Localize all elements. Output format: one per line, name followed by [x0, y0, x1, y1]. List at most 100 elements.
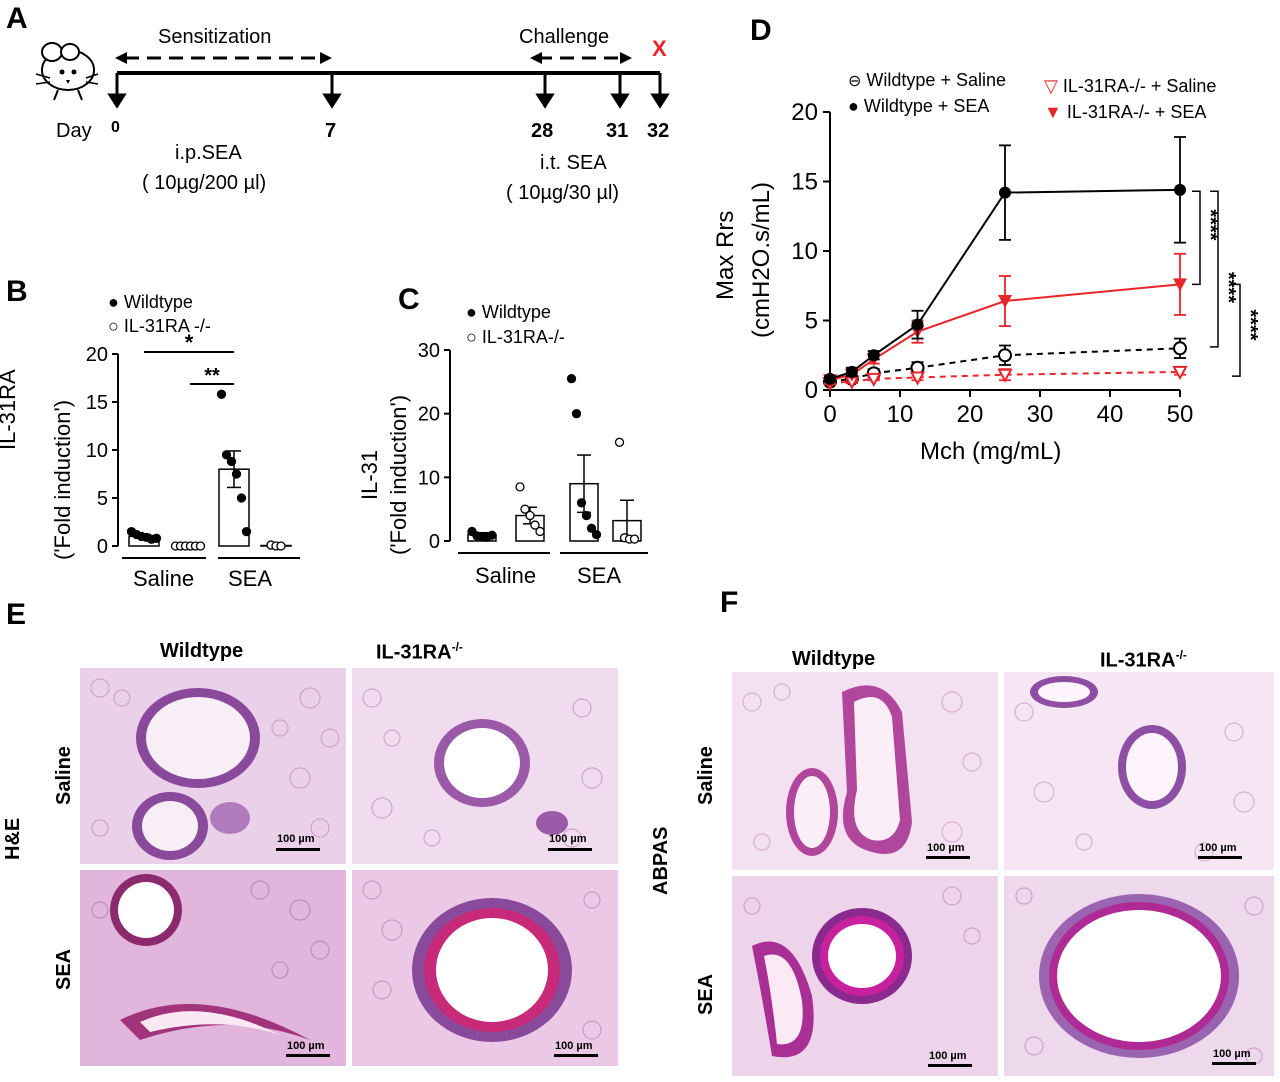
data-point	[216, 389, 227, 399]
legend-c-knockout-text: IL-31RA-/-	[481, 327, 565, 347]
y-tick-label: 5	[805, 308, 818, 335]
e-row-saline: Saline	[53, 746, 75, 805]
b-group-saline: Saline	[133, 566, 195, 591]
ip-route: i.p.SEA	[175, 142, 242, 164]
timeline	[107, 52, 670, 109]
legend-c-knockout: ○ IL-31RA-/-	[466, 327, 565, 347]
legend-b-knockout: ○ IL-31RA -/-	[108, 316, 211, 336]
e-col-knockout-text: IL-31RA	[376, 641, 452, 664]
abpas-knockout-sea-image: 100 µm	[1004, 876, 1274, 1076]
significance-label: ****	[1199, 209, 1221, 240]
abpas-wildtype-sea-image: 100 µm	[732, 876, 998, 1076]
y-tick-label: 20	[418, 404, 440, 426]
data-point	[845, 365, 858, 378]
scale-bar	[554, 1054, 598, 1057]
day-label: Day	[56, 120, 92, 142]
he-ko-saline-drawing	[352, 668, 618, 864]
legend-d-ko-saline-text: IL-31RA-/- + Saline	[1062, 76, 1217, 96]
data-point	[824, 372, 836, 385]
y-tick-label: 15	[791, 169, 818, 196]
y-tick-label: 0	[97, 536, 108, 558]
data-point	[241, 526, 252, 537]
b-ylabel-line1: IL-31RA	[0, 369, 20, 450]
y-tick-label: 30	[418, 340, 440, 362]
he-knockout-sea-image: 100 µm	[352, 870, 618, 1066]
f-col-knockout-sup: -/-	[1175, 648, 1187, 662]
significance-bracket	[1192, 190, 1201, 286]
significance-bracket	[1210, 190, 1219, 348]
day-7: 7	[325, 120, 337, 142]
f-row-saline: Saline	[695, 746, 717, 805]
e-row-sea: SEA	[53, 948, 75, 990]
y-tick-label: 0	[429, 531, 440, 553]
legend-c-wildtype: ● Wildtype	[466, 302, 551, 322]
c-group-saline: Saline	[475, 563, 537, 588]
data-point	[1173, 341, 1187, 356]
abpas-knockout-saline-image: 100 µm	[1004, 672, 1274, 870]
he-wildtype-saline-image: 100 µm	[80, 668, 346, 864]
legend-d-wt-sea: ● Wildtype + SEA	[848, 96, 990, 116]
scale-bar	[286, 1054, 330, 1057]
panel-label-f: F	[720, 586, 739, 619]
data-point	[1174, 183, 1186, 196]
series-line	[829, 347, 1181, 383]
significance-label: ****	[1217, 272, 1239, 303]
data-point	[525, 510, 535, 521]
abpas-wt-saline-drawing	[732, 672, 998, 870]
e-stain-label: H&E	[2, 817, 24, 860]
legend-d-wt-saline: ⊖ Wildtype + Saline	[848, 70, 1006, 90]
data-point	[586, 523, 597, 533]
mouse-icon	[35, 42, 99, 101]
data-point	[530, 520, 540, 530]
x-tick-label: 40	[1097, 401, 1124, 428]
y-tick-label: 10	[418, 467, 440, 489]
data-point	[866, 372, 882, 387]
day-0: 0	[111, 119, 120, 136]
f-col-knockout-text: IL-31RA	[1100, 649, 1176, 672]
data-point	[911, 318, 924, 331]
y-tick-label: 20	[791, 99, 818, 126]
he-knockout-saline-image: 100 µm	[352, 668, 618, 864]
scale-label: 100 µm	[929, 1050, 967, 1062]
data-point	[515, 482, 525, 492]
b-ylabel-line2: ('Fold induction')	[50, 399, 75, 560]
legend-d-wt-sea-text: Wildtype + SEA	[863, 96, 990, 116]
x-tick-label: 10	[887, 401, 914, 428]
e-col-knockout: IL-31RA-/-	[376, 640, 463, 665]
legend-b-wildtype-text: Wildtype	[123, 292, 193, 312]
scale-bar	[1198, 856, 1242, 859]
sensitization-label: Sensitization	[158, 26, 272, 48]
legend-d-ko-sea-text: IL-31RA-/- + SEA	[1066, 102, 1207, 122]
data-point	[867, 349, 880, 362]
scale-bar	[276, 848, 320, 851]
d-xlabel: Mch (mg/mL)	[920, 438, 1062, 465]
abpas-wildtype-saline-image: 100 µm	[732, 672, 998, 870]
scale-bar	[926, 856, 970, 859]
panel-label-a: A	[6, 2, 28, 35]
significance-label: **	[204, 365, 220, 387]
f-col-wildtype: Wildtype	[792, 648, 876, 670]
y-tick-label: 5	[97, 488, 108, 510]
it-dose: ( 10µg/30 µl)	[506, 182, 620, 204]
sacrifice-mark: X	[652, 36, 667, 61]
panel-label-d: D	[750, 14, 772, 47]
data-point	[998, 348, 1012, 363]
scale-bar	[1212, 1062, 1256, 1065]
data-point	[997, 368, 1013, 383]
he-ko-sea-drawing	[352, 870, 618, 1066]
data-point	[576, 498, 587, 508]
scale-bar	[928, 1064, 972, 1067]
data-point	[571, 409, 582, 419]
legend-b-knockout-text: IL-31RA -/-	[123, 316, 211, 336]
legend-d-ko-sea: ▼ IL-31RA-/- + SEA	[1044, 102, 1207, 122]
panel-label-e: E	[6, 598, 27, 631]
data-point	[614, 437, 625, 447]
e-col-wildtype: Wildtype	[160, 640, 244, 662]
data-point	[591, 529, 602, 540]
x-tick-label: 30	[1027, 401, 1054, 428]
legend-c-wildtype-text: Wildtype	[481, 302, 551, 322]
it-route: i.t. SEA	[540, 152, 607, 174]
he-wt-saline-drawing	[80, 668, 346, 864]
